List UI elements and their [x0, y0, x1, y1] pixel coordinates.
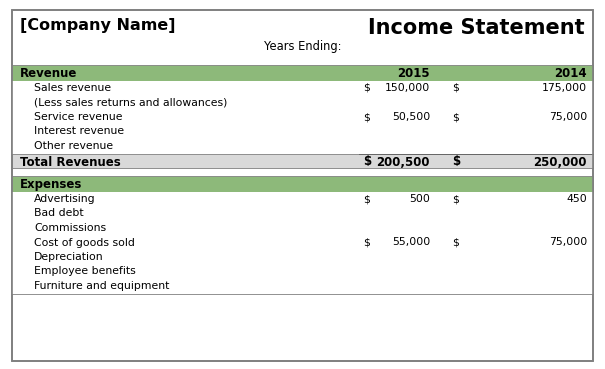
- Bar: [12, 265, 593, 279]
- Bar: [12, 235, 593, 250]
- Text: 75,000: 75,000: [549, 238, 587, 248]
- Text: $: $: [363, 83, 370, 93]
- Text: 150,000: 150,000: [385, 83, 430, 93]
- Bar: [12, 207, 593, 221]
- Bar: [12, 154, 593, 168]
- Text: 200,500: 200,500: [376, 155, 430, 169]
- Text: Furniture and equipment: Furniture and equipment: [34, 281, 169, 291]
- Text: Other revenue: Other revenue: [34, 141, 113, 151]
- Text: Commissions: Commissions: [34, 223, 106, 233]
- Text: Employee benefits: Employee benefits: [34, 266, 136, 276]
- Text: 500: 500: [409, 194, 430, 204]
- Text: Revenue: Revenue: [20, 67, 77, 80]
- Text: $: $: [452, 112, 459, 122]
- Bar: [12, 250, 593, 265]
- Text: (Less sales returns and allowances): (Less sales returns and allowances): [34, 97, 227, 107]
- Text: Bad debt: Bad debt: [34, 208, 83, 218]
- Text: Service revenue: Service revenue: [34, 112, 122, 122]
- Bar: [12, 279, 593, 293]
- Bar: [12, 81, 593, 96]
- Text: $: $: [363, 155, 371, 169]
- Text: Years Ending:: Years Ending:: [264, 40, 341, 53]
- Text: Interest revenue: Interest revenue: [34, 127, 124, 137]
- Text: 2015: 2015: [397, 67, 430, 80]
- Text: 450: 450: [566, 194, 587, 204]
- Text: $: $: [452, 238, 459, 248]
- Text: Total Revenues: Total Revenues: [20, 155, 121, 169]
- Text: $: $: [363, 238, 370, 248]
- Text: $: $: [452, 155, 460, 169]
- Bar: [12, 110, 593, 124]
- Text: $: $: [363, 194, 370, 204]
- Text: Advertising: Advertising: [34, 194, 96, 204]
- Text: $: $: [452, 194, 459, 204]
- Text: Income Statement: Income Statement: [368, 18, 585, 38]
- Text: $: $: [363, 112, 370, 122]
- Text: 55,000: 55,000: [392, 238, 430, 248]
- Bar: [12, 65, 593, 81]
- Bar: [12, 139, 593, 154]
- Bar: [12, 221, 593, 235]
- Bar: [12, 124, 593, 139]
- Text: 2014: 2014: [554, 67, 587, 80]
- Bar: [12, 192, 593, 207]
- Bar: [12, 176, 593, 192]
- Text: 75,000: 75,000: [549, 112, 587, 122]
- Text: 175,000: 175,000: [542, 83, 587, 93]
- Text: $: $: [452, 83, 459, 93]
- Text: Depreciation: Depreciation: [34, 252, 103, 262]
- Bar: [12, 96, 593, 110]
- Text: Cost of goods sold: Cost of goods sold: [34, 238, 135, 248]
- Text: 250,000: 250,000: [534, 155, 587, 169]
- Text: 50,500: 50,500: [392, 112, 430, 122]
- Text: Sales revenue: Sales revenue: [34, 83, 111, 93]
- Text: [Company Name]: [Company Name]: [20, 18, 175, 33]
- Text: Expenses: Expenses: [20, 178, 82, 191]
